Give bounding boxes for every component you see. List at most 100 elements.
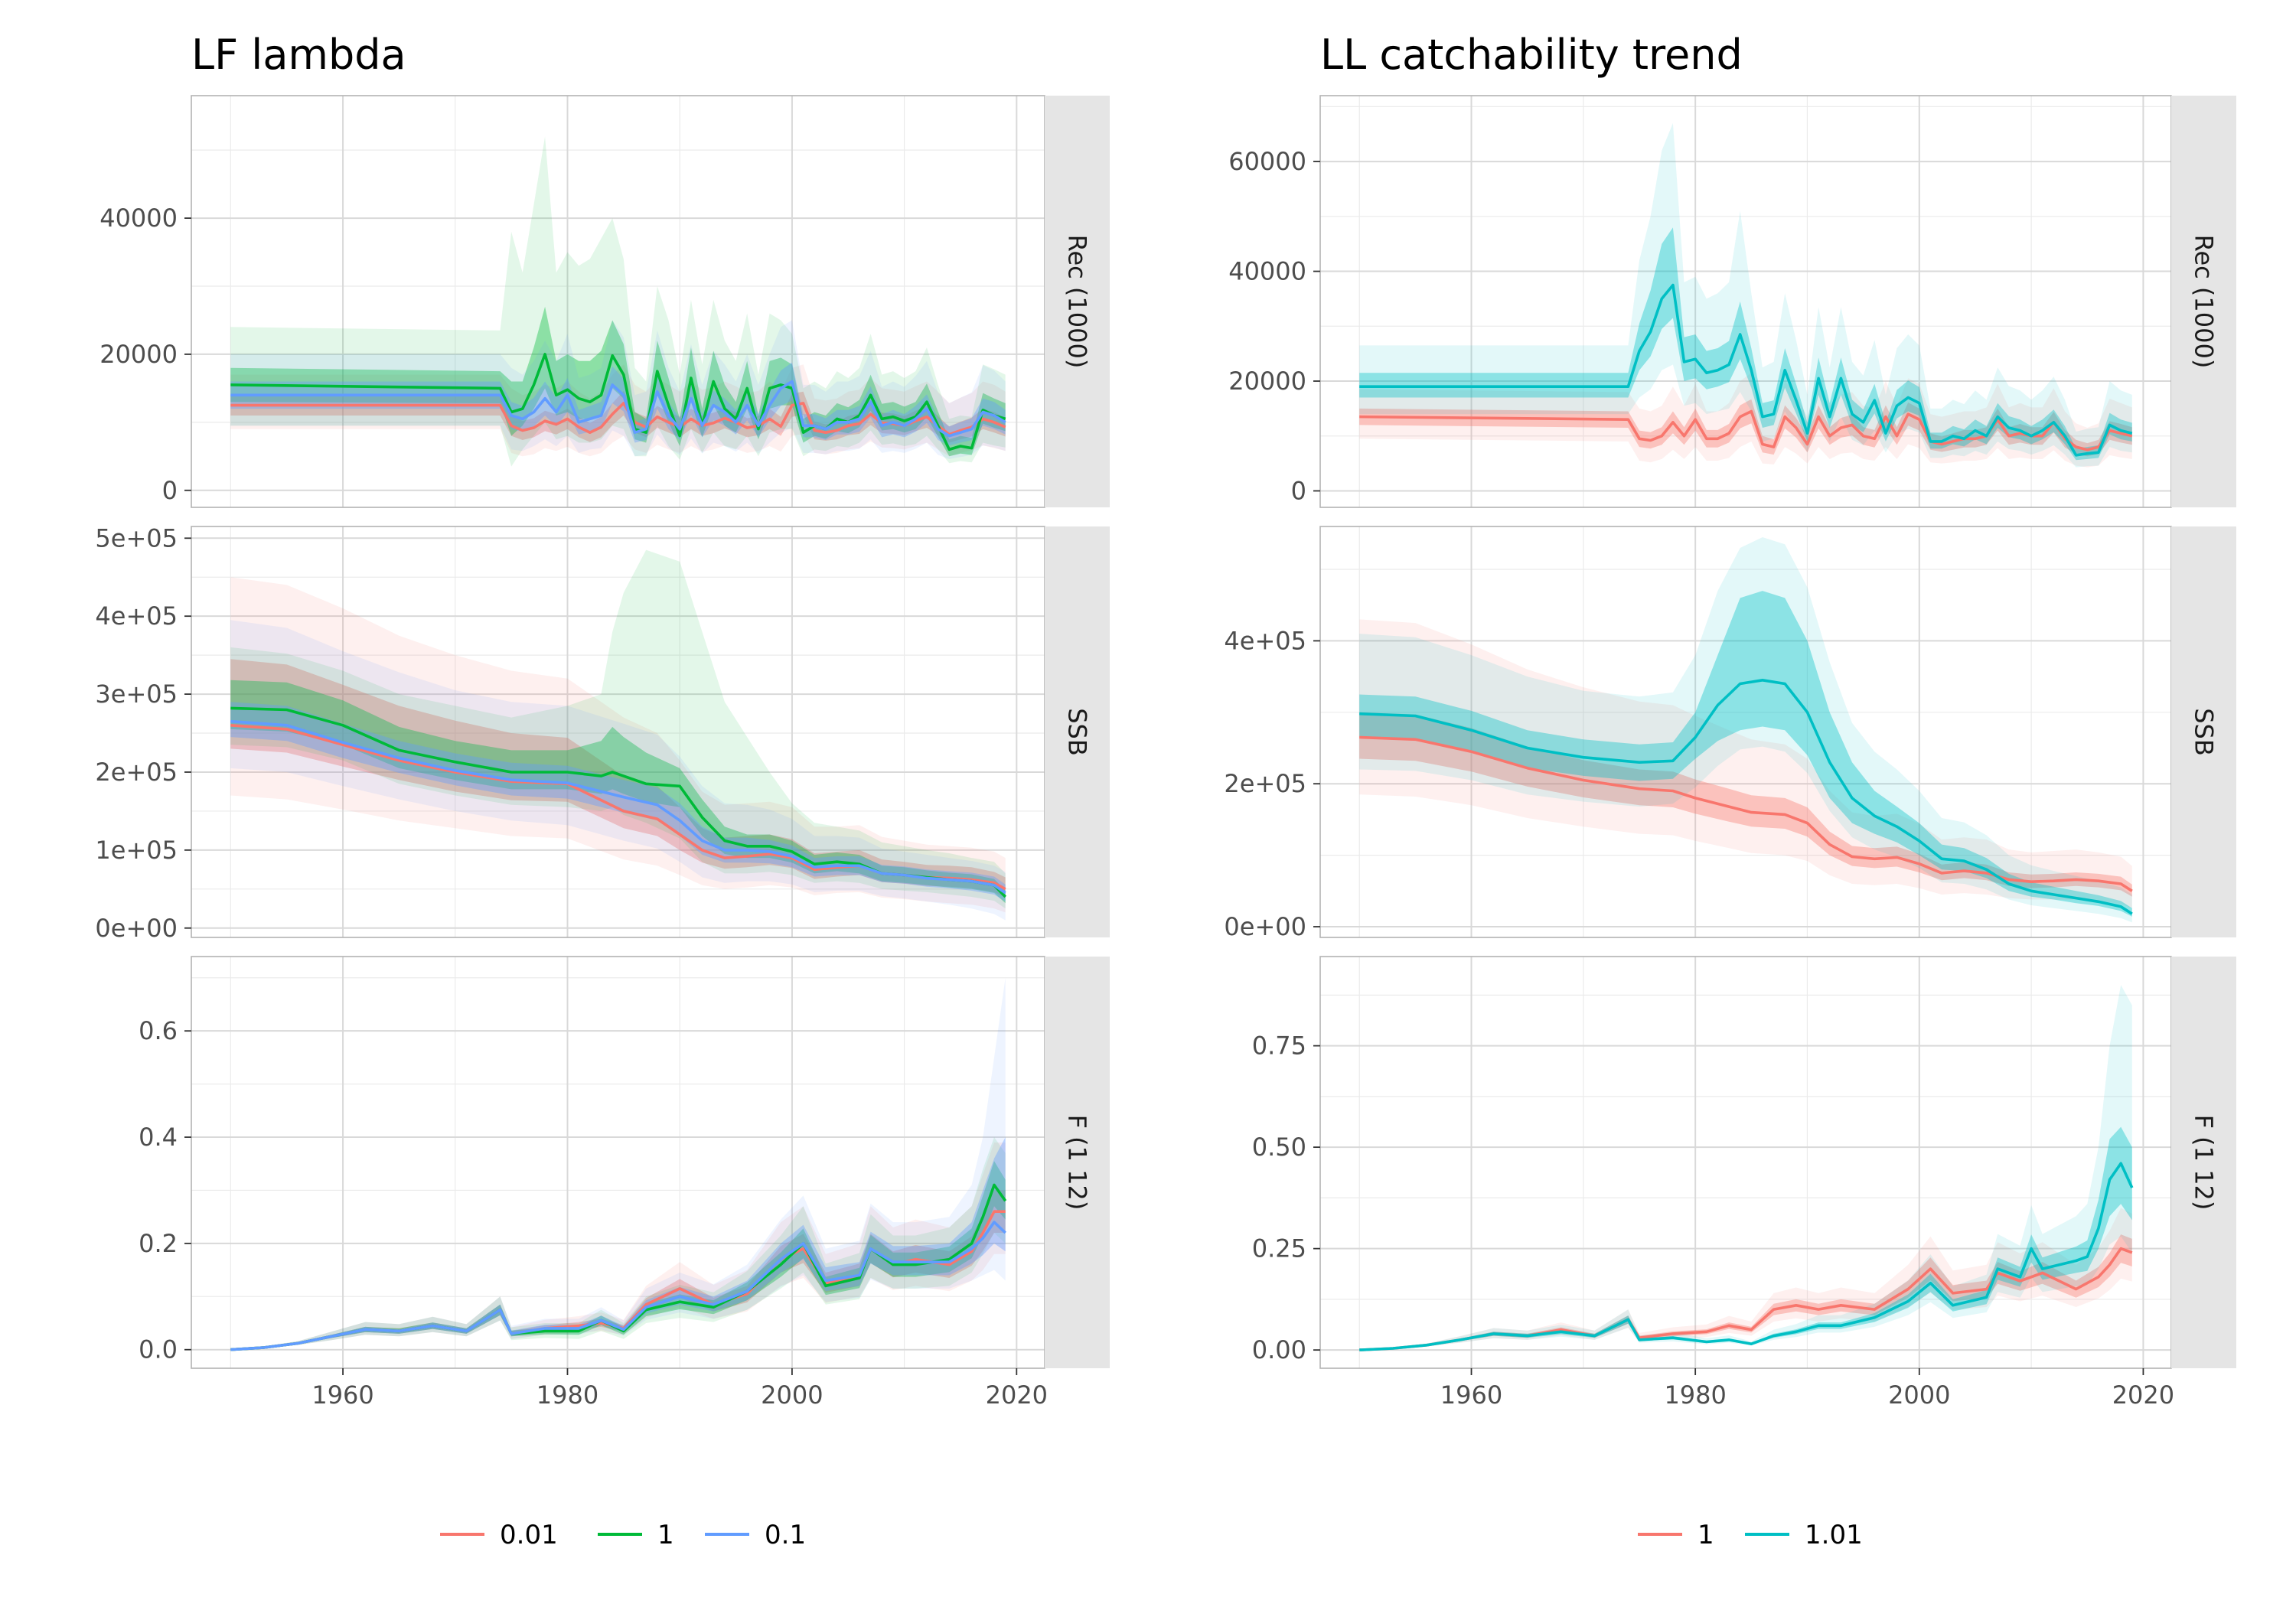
y-tick-label: 0.2 — [139, 1229, 178, 1258]
ribbon-95-1 — [1359, 619, 2132, 908]
facet-strip — [2171, 957, 2236, 1368]
series-line-1 — [230, 353, 1006, 451]
legend-item-0-1: 0.1 — [705, 1520, 806, 1550]
ribbon-50-0-01 — [230, 1190, 1006, 1350]
legend-item-0-01: 0.01 — [440, 1520, 558, 1550]
x-tick-label: 1980 — [536, 1380, 598, 1410]
chart-title: LF lambda — [191, 31, 406, 79]
panel-ssb: 0e+00 2e+05 4e+05 SSB — [1224, 526, 2236, 941]
y-tick-label: 0e+00 — [1224, 912, 1306, 941]
y-tick-label: 0.6 — [139, 1016, 178, 1045]
y-tick-label: 0.50 — [1252, 1133, 1306, 1162]
ribbon-50-1-01 — [1359, 1126, 2132, 1351]
y-tick-label: 40000 — [1228, 257, 1306, 286]
ribbon-50-1 — [1359, 712, 2132, 897]
x-tick-label: 1980 — [1664, 1380, 1726, 1410]
legend: 0.01 1 0.1 — [440, 1520, 806, 1550]
series-line-1 — [1359, 409, 2133, 451]
facet-strip — [1045, 526, 1110, 937]
y-tick-label: 60000 — [1228, 147, 1306, 176]
ribbon-95-0-01 — [230, 577, 1006, 913]
x-tick-label: 1960 — [1440, 1380, 1502, 1410]
ribbon-50-0-01 — [230, 659, 1006, 898]
panel-background — [191, 96, 1045, 507]
ribbon-50-1 — [1359, 1234, 2132, 1351]
x-tick-label: 2020 — [986, 1380, 1048, 1410]
ribbon-95-1 — [230, 549, 1006, 909]
y-tick-label: 0.25 — [1252, 1234, 1306, 1263]
ribbon-50-1-01 — [1359, 227, 2132, 461]
y-tick-label: 0.00 — [1252, 1335, 1306, 1364]
panel-background — [1320, 96, 2171, 507]
facet-strip-label: F (1 12) — [2190, 1115, 2219, 1211]
panel-background — [1320, 957, 2171, 1368]
legend-item-1: 1 — [598, 1520, 674, 1550]
legend-item-1: 1 — [1638, 1520, 1714, 1550]
y-tick-label: 0.4 — [139, 1123, 178, 1152]
ribbon-95-1 — [1359, 1208, 2132, 1351]
legend: 1 1.01 — [1638, 1520, 1863, 1550]
facet-strip — [2171, 96, 2236, 507]
y-tick-label: 20000 — [1228, 367, 1306, 396]
panel-background — [191, 957, 1045, 1368]
y-tick-label: 40000 — [99, 204, 178, 233]
x-tick-label: 2000 — [1888, 1380, 1950, 1410]
y-tick-label: 2e+05 — [95, 758, 178, 787]
legend-label: 1 — [1698, 1520, 1714, 1550]
ribbon-50-1-01 — [1359, 591, 2132, 917]
facet-strip-label: Rec (1000) — [2190, 235, 2219, 369]
legend-label: 1.01 — [1805, 1520, 1863, 1550]
panel-background — [1320, 526, 2171, 937]
chart-lf-lambda: LF lambda 0 20000 40000 Rec (1000) 0e+00 1e+0… — [95, 31, 1110, 1550]
series-line-0-1 — [230, 380, 1006, 438]
facet-strip-label: Rec (1000) — [1063, 235, 1092, 369]
legend-label: 0.01 — [500, 1520, 558, 1550]
panel-rec-1000: 0 20000 40000 Rec (1000) — [99, 95, 1110, 508]
facet-strip-label: F (1 12) — [1063, 1115, 1092, 1211]
series-line-0-1 — [230, 1221, 1006, 1351]
panel-ssb: 0e+00 1e+05 2e+05 3e+05 4e+05 5e+05 SSB — [95, 523, 1110, 943]
facet-strip — [1045, 96, 1110, 507]
facet-strip — [1045, 957, 1110, 1368]
chart-ll-catchability-trend: LL catchability trend 0 20000 40000 60000 Re… — [1224, 31, 2236, 1550]
legend-item-1-01: 1.01 — [1745, 1520, 1863, 1550]
panel-f-1-12: 0.00 0.25 0.50 0.75 F (1 12) 1960 1980 2000 2020 — [1252, 956, 2236, 1410]
chart-title: LL catchability trend — [1320, 31, 1743, 79]
x-tick-label: 2020 — [2112, 1380, 2174, 1410]
series-line-1-01 — [1359, 283, 2133, 457]
facet-strip-label: SSB — [1063, 708, 1092, 756]
facet-strip — [2171, 526, 2236, 937]
ribbon-50-1 — [230, 306, 1006, 457]
ribbon-50-0-1 — [230, 702, 1006, 902]
legend-label: 1 — [657, 1520, 674, 1550]
x-tick-label: 1960 — [311, 1380, 373, 1410]
ribbon-95-1-01 — [1359, 537, 2132, 923]
series-line-0-1 — [230, 719, 1006, 895]
ribbon-50-1 — [230, 680, 1006, 904]
y-tick-label: 4e+05 — [95, 601, 178, 631]
y-tick-label: 0.75 — [1252, 1032, 1306, 1061]
y-tick-label: 3e+05 — [95, 680, 178, 709]
y-tick-label: 20000 — [99, 340, 178, 369]
ribbon-95-0-1 — [230, 620, 1006, 921]
legend-label: 0.1 — [765, 1520, 806, 1550]
series-line-0-01 — [230, 402, 1006, 436]
y-tick-label: 0e+00 — [95, 914, 178, 943]
x-tick-label: 2000 — [761, 1380, 823, 1410]
y-tick-label: 1e+05 — [95, 836, 178, 865]
y-tick-label: 0 — [162, 476, 178, 505]
y-tick-label: 4e+05 — [1224, 626, 1306, 655]
ribbon-95-1-01 — [1359, 122, 2132, 468]
series-line-1 — [1359, 735, 2133, 892]
panel-rec-1000: 0 20000 40000 60000 Rec (1000) — [1228, 95, 2236, 508]
panel-f-1-12: 0.0 0.2 0.4 0.6 F (1 12) 1960 1980 2000 2020 — [139, 956, 1110, 1410]
y-tick-label: 2e+05 — [1224, 769, 1306, 798]
y-tick-label: 0.0 — [139, 1335, 178, 1364]
facet-strip-label: SSB — [2190, 708, 2219, 756]
ribbon-95-1 — [230, 136, 1006, 467]
y-tick-label: 5e+05 — [95, 523, 178, 553]
series-line-1-01 — [1359, 1162, 2134, 1351]
y-tick-label: 0 — [1291, 476, 1306, 505]
series-line-1-01 — [1359, 678, 2133, 915]
